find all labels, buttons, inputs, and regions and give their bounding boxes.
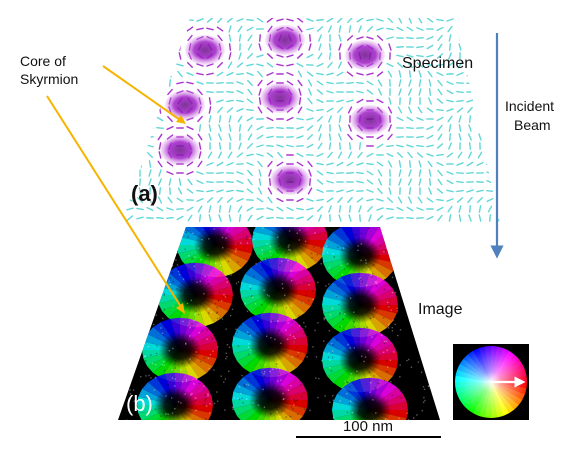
lorentz-image xyxy=(118,208,440,443)
image-label: Image xyxy=(418,301,463,318)
color-wheel-icon xyxy=(451,342,531,422)
core-label-line2: Skyrmion xyxy=(20,71,78,87)
panel-b-label: (b) xyxy=(126,391,153,416)
skyrmion-cores xyxy=(160,25,390,195)
specimen-spin-texture xyxy=(107,17,503,221)
scale-bar-label: 100 nm xyxy=(343,418,393,435)
specimen-label: Specimen xyxy=(402,55,473,72)
panel-a-label: (a) xyxy=(131,181,158,206)
core-label-line1: Core of xyxy=(20,53,66,69)
pointer-to-specimen-core xyxy=(103,66,183,122)
spin-field xyxy=(107,17,503,221)
beam-label-line2: Beam xyxy=(514,117,551,133)
beam-label-line1: Incident xyxy=(505,98,554,114)
